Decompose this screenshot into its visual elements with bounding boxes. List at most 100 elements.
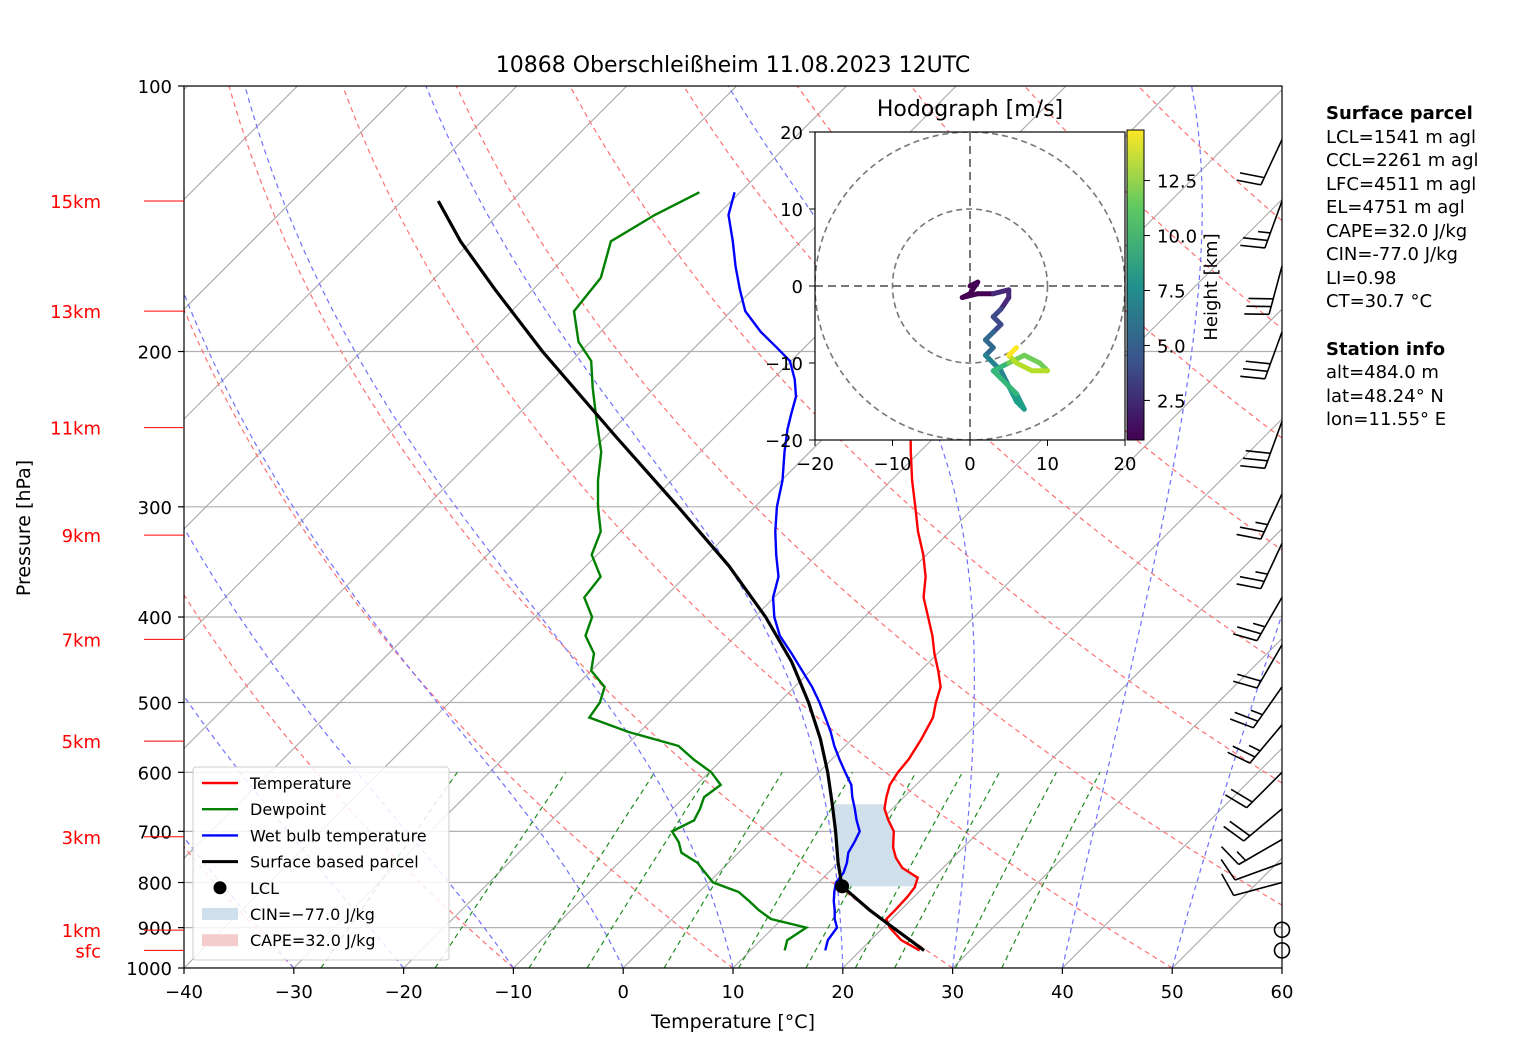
hodograph-segment [998, 375, 1019, 397]
legend-label: LCL [250, 879, 279, 898]
x-tick-label: 0 [617, 982, 628, 1003]
calm-wind-circle [1273, 921, 1291, 939]
wind-barbs [1220, 139, 1291, 959]
moist-adiabat [1061, 86, 1203, 968]
barb-shaft [1243, 808, 1283, 842]
moist-adiabat [244, 86, 734, 968]
colorbar-tick-label: 5.0 [1157, 336, 1186, 357]
y-tick-label: 900 [138, 919, 172, 940]
barb-flag [1236, 673, 1262, 682]
isotherm-line [184, 86, 518, 420]
y-axis-ticks: 100 200 300 400 500 600 700 800 900 1000 [126, 77, 184, 980]
moist-adiabat [1171, 612, 1282, 968]
dry-adiabat [569, 86, 1282, 784]
dry-adiabat [342, 86, 1173, 968]
x-tick-label: 50 [1161, 982, 1184, 1003]
lon-line: lon=11.55° E [1326, 409, 1447, 430]
barb-shaft [1233, 881, 1283, 897]
legend-label: Wet bulb temperature [250, 826, 427, 845]
barb-flag [1232, 633, 1258, 642]
height-label: 15km [50, 192, 101, 213]
mixing-ratio-line [663, 771, 783, 968]
ccl-line: CCL=2261 m agl [1326, 150, 1479, 171]
colorbar-tick-label: 12.5 [1157, 172, 1197, 193]
hodo-y-tick-label: −10 [765, 354, 803, 375]
barb-flag [1236, 179, 1262, 186]
alt-line: alt=484.0 m [1326, 362, 1439, 383]
x-tick-label: −30 [275, 982, 313, 1003]
isotherm-line [842, 528, 1282, 968]
x-tick-label: 60 [1271, 982, 1294, 1003]
info-panel: Surface parcel LCL=1541 m agl CCL=2261 m… [1326, 102, 1479, 432]
hodo-x-tick-label: 20 [1114, 454, 1137, 475]
barb-flag [1236, 533, 1262, 540]
legend-swatch [202, 934, 238, 947]
barb-shaft [1249, 724, 1283, 764]
mixing-ratio-line [1001, 772, 1101, 968]
isotherm-line [952, 637, 1282, 968]
chart-title: 10868 Oberschleißheim 11.08.2023 12UTC [496, 53, 971, 78]
dry-adiabat [910, 86, 1282, 439]
barb-half [1250, 709, 1263, 716]
x-tick-label: 40 [1051, 982, 1074, 1003]
mixing-ratio-line [586, 771, 711, 968]
barb-flag [1220, 846, 1240, 866]
lfc-line: LFC=4511 m agl [1326, 173, 1477, 195]
lcl-marker [835, 879, 850, 894]
hodograph-inset: Hodograph [m/s] −20 −10 0 10 20 20 10 0 −10 −20 2… [765, 97, 1222, 475]
wetbulb-profile [727, 191, 861, 951]
hodograph-segment [1021, 352, 1043, 366]
height-label: 9km [62, 526, 101, 547]
height-label: 5km [62, 732, 101, 753]
station-info-heading: Station info [1326, 338, 1446, 360]
barb-flag [1220, 859, 1236, 881]
el-line: EL=4751 m agl [1326, 197, 1465, 218]
legend-label: CIN=−77.0 J/kg [250, 905, 375, 924]
y-tick-label: 500 [138, 693, 172, 714]
barb-half [1252, 622, 1266, 628]
colorbar-label: Height [km] [1201, 233, 1222, 340]
y-tick-label: 100 [138, 77, 172, 98]
barb-flag [1229, 718, 1254, 729]
y-tick-label: 400 [138, 608, 172, 629]
y-tick-label: 1000 [126, 959, 172, 980]
colorbar-tick-label: 2.5 [1157, 391, 1186, 412]
y-tick-label: 600 [138, 763, 172, 784]
barb-shaft [1260, 139, 1283, 186]
cin-cape-shading [832, 804, 918, 887]
x-tick-label: 30 [941, 982, 964, 1003]
height-label: 7km [62, 630, 101, 651]
barb-flag [1225, 794, 1248, 809]
barb-shaft [1256, 596, 1283, 642]
legend-label: CAPE=32.0 J/kg [250, 931, 376, 950]
barb-flag [1242, 367, 1268, 373]
x-tick-label: 10 [722, 982, 745, 1003]
barb-flag [1239, 526, 1265, 533]
y-tick-label: 700 [138, 822, 172, 843]
hodo-y-tick-label: 10 [780, 200, 803, 221]
barb-flag [1230, 788, 1253, 803]
mixing-ratio-line [738, 771, 854, 968]
legend-swatch [213, 881, 227, 895]
hodo-x-tick-label: −10 [874, 454, 912, 475]
barb-shaft [1268, 265, 1283, 315]
mixing-ratio-line [805, 772, 917, 968]
colorbar [1126, 129, 1145, 441]
barb-flag [1236, 626, 1262, 635]
cin-area [832, 804, 918, 887]
barb-shaft [1264, 421, 1283, 469]
dry-adiabat [184, 307, 734, 968]
isotherm-line [184, 86, 737, 640]
dewpoint-profile [572, 191, 810, 951]
barb-shaft [1238, 838, 1283, 866]
barb-flag [1245, 449, 1271, 455]
isotherm-line [513, 198, 1282, 968]
isotherm-line [622, 308, 1282, 968]
mixing-ratio-line [854, 772, 964, 968]
barb-flag [1220, 873, 1235, 896]
legend-label: Dewpoint [250, 800, 326, 819]
legend-label: Surface based parcel [250, 853, 419, 872]
y-tick-label: 300 [138, 498, 172, 519]
x-axis-label: Temperature [°C] [650, 1011, 815, 1033]
